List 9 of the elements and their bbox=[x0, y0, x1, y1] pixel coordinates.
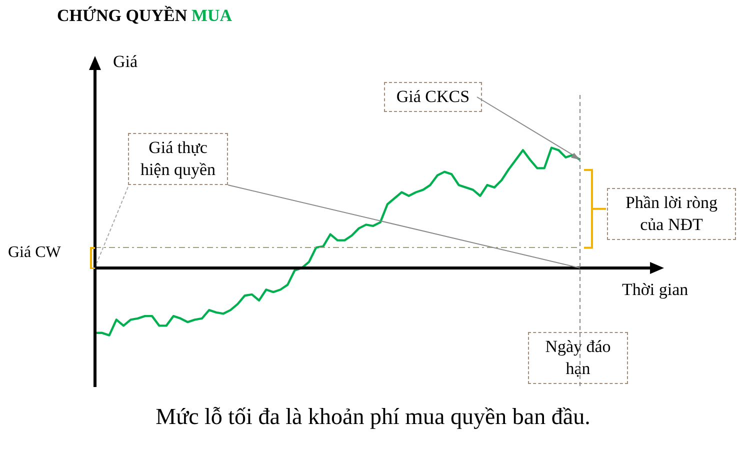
text: Giá CKCS bbox=[384, 82, 482, 112]
x-axis-title: Thời gian bbox=[622, 280, 688, 300]
text: Ngày đáo hạn bbox=[528, 332, 628, 384]
text: Mức lỗ tối đa là khoản phí mua quyền ban đầu. bbox=[154, 404, 592, 430]
chart-title: CHỨNG QUYỀN MUA bbox=[57, 6, 232, 26]
annotation: Giá thực hiện quyền bbox=[128, 133, 228, 185]
ref-line-label: Giá CW bbox=[8, 244, 61, 262]
y-axis-title: Giá bbox=[113, 52, 138, 72]
text: Phần lời ròng của NĐT bbox=[607, 188, 736, 240]
